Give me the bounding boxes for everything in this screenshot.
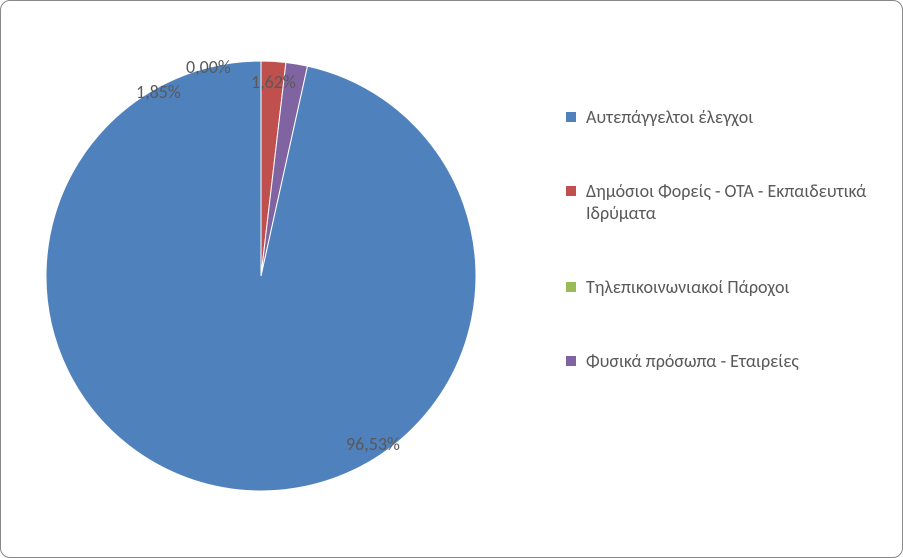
legend-item-2: Τηλεπικοινωνιακοί Πάροχοι — [566, 276, 876, 298]
slice-label-s0: 96,53% — [346, 433, 400, 455]
legend-label-1: Δημόσιοι Φορείς - ΟΤΑ - Εκπαιδευτικά Ιδρ… — [586, 180, 876, 224]
legend-item-3: Φυσικά πρόσωπα - Εταιρείες — [566, 350, 876, 372]
legend-swatch-0 — [566, 112, 576, 122]
pie-area — [46, 61, 476, 491]
legend-label-2: Τηλεπικοινωνιακοί Πάροχοι — [586, 276, 789, 298]
pie-chart-panel: 96,53% 1,85% 0,00% 1,62% Αυτεπάγγελτοι έ… — [0, 0, 903, 558]
legend-swatch-3 — [566, 356, 576, 366]
legend-swatch-2 — [566, 282, 576, 292]
legend-label-3: Φυσικά πρόσωπα - Εταιρείες — [586, 350, 799, 372]
slice-label-s1: 1,85% — [136, 81, 181, 103]
legend-label-0: Αυτεπάγγελτοι έλεγχοι — [586, 106, 753, 128]
legend-item-0: Αυτεπάγγελτοι έλεγχοι — [566, 106, 876, 128]
legend: Αυτεπάγγελτοι έλεγχοι Δημόσιοι Φορείς - … — [566, 106, 876, 424]
pie-svg — [46, 61, 476, 491]
slice-label-s3: 1,62% — [251, 71, 296, 93]
legend-swatch-1 — [566, 186, 576, 196]
legend-item-1: Δημόσιοι Φορείς - ΟΤΑ - Εκπαιδευτικά Ιδρ… — [566, 180, 876, 224]
slice-label-s2: 0,00% — [186, 56, 231, 78]
pie-slice-s0 — [46, 61, 476, 491]
